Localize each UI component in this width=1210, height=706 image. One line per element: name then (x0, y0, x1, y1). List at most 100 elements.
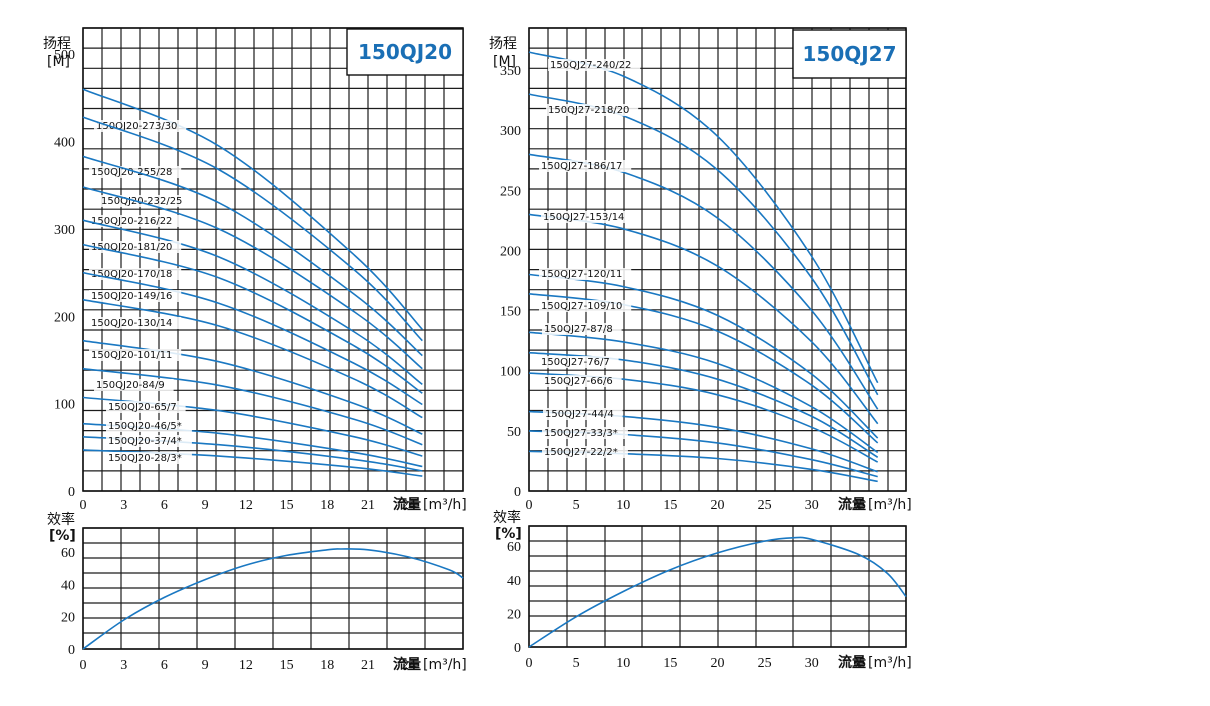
head-xunit: [m³/h] (423, 497, 467, 513)
curve-label: 150QJ27-33/3* (544, 428, 618, 439)
eff-xtick-label: 12 (239, 658, 253, 673)
head-curve-150QJ27-109/10 (528, 293, 879, 444)
curve-label: 150QJ27-153/14 (543, 212, 624, 223)
eff-ytick-label: 40 (61, 578, 75, 593)
head-ytick-label: 200 (54, 310, 75, 325)
eff-xtick-label: 6 (161, 658, 168, 673)
head-ytick-label: 0 (68, 485, 75, 500)
eff-xunit: [m³/h] (868, 655, 912, 671)
head-plot-frame (528, 27, 907, 492)
curve-label: 150QJ27-120/11 (541, 269, 622, 280)
curve-label: 150QJ20-130/14 (91, 318, 172, 329)
curve-label: 150QJ27-66/6 (544, 376, 613, 387)
head-plot-frame (82, 27, 464, 492)
eff-xtick-label: 0 (526, 656, 533, 671)
eff-xtick-label: 0 (80, 658, 87, 673)
head-curve-150QJ27-153/14 (528, 213, 879, 425)
curve-label-bg (542, 446, 628, 458)
head-xtick-label: 9 (202, 498, 209, 513)
curve-label-bg (546, 104, 639, 116)
eff-xtick-label: 18 (320, 658, 334, 673)
curve-label: 150QJ27-218/20 (548, 105, 629, 116)
curve-label-bg (539, 300, 632, 312)
eff-xtick-label: 24 (402, 658, 416, 673)
curve-label: 150QJ20-149/16 (91, 291, 172, 302)
curve-label-bg (106, 401, 186, 413)
head-xtick-label: 10 (616, 498, 630, 513)
curve-label-bg (94, 379, 174, 391)
head-curve-150QJ20-149/16 (82, 271, 423, 406)
curve-label: 150QJ20-37/4* (108, 436, 182, 447)
head-xtick-label: 24 (402, 498, 416, 513)
head-xlabel: 流量 (838, 496, 866, 513)
eff-xtick-label: 15 (663, 656, 677, 671)
eff-ytick-label: 60 (507, 540, 521, 555)
eff-xtick-label: 9 (202, 658, 209, 673)
head-curve-150QJ20-130/14 (82, 298, 423, 419)
head-ytick-label: 150 (500, 305, 521, 320)
head-ytick-label: 50 (507, 425, 521, 440)
curve-label: 150QJ27-240/22 (550, 60, 631, 71)
eff-plot-frame (82, 527, 464, 650)
curve-label: 150QJ20-273/30 (96, 121, 177, 132)
curve-label-bg (542, 323, 622, 335)
eff-yunit: [%] (49, 528, 76, 544)
eff-yunit: [%] (495, 526, 522, 542)
head-ytick-label: 100 (500, 365, 521, 380)
curve-label: 150QJ20-84/9 (96, 380, 165, 391)
curve-label: 150QJ27-109/10 (541, 301, 622, 312)
eff-grid (82, 527, 464, 650)
eff-xtick-label: 25 (758, 656, 772, 671)
curve-label: 150QJ20-170/18 (91, 269, 172, 280)
head-xtick-label: 25 (758, 498, 772, 513)
eff-ytick-label: 20 (507, 607, 521, 622)
head-curve-150QJ20-273/30 (82, 88, 423, 330)
curve-label-bg (539, 160, 632, 172)
chart-title: 150QJ27 (802, 42, 896, 66)
curve-label-bg (541, 211, 634, 223)
head-ytick-label: 300 (54, 223, 75, 238)
head-xtick-label: 12 (239, 498, 253, 513)
eff-ylabel: 效率 (47, 511, 75, 528)
eff-grid (528, 525, 907, 648)
head-xtick-label: 3 (120, 498, 127, 513)
head-xunit: [m³/h] (868, 497, 912, 513)
head-xtick-label: 15 (280, 498, 294, 513)
eff-xlabel: 流量 (838, 654, 866, 671)
head-xtick-label: 20 (711, 498, 725, 513)
head-ytick-label: 250 (500, 184, 521, 199)
efficiency-curve (82, 548, 464, 650)
curve-label-bg (89, 349, 182, 361)
curve-label-bg (106, 420, 192, 432)
head-curve-150QJ20-170/18 (82, 243, 423, 394)
curve-label-bg (539, 356, 619, 368)
curve-label: 150QJ20-232/25 (101, 196, 182, 207)
curve-label: 150QJ20-65/7 (108, 402, 177, 413)
eff-ytick-label: 60 (61, 546, 75, 561)
eff-ytick-label: 20 (61, 611, 75, 626)
curve-label: 150QJ20-46/5* (108, 421, 182, 432)
eff-xtick-label: 10 (616, 656, 630, 671)
head-curve-150QJ20-84/9 (82, 367, 423, 446)
chart-title: 150QJ20 (358, 40, 452, 64)
head-yunit: [M] (493, 54, 516, 70)
eff-xtick-label: 15 (280, 658, 294, 673)
curve-label-bg (542, 427, 628, 439)
curve-label-bg (543, 408, 623, 420)
head-ytick-label: 0 (514, 485, 521, 500)
curve-label: 150QJ20-181/20 (91, 242, 172, 253)
eff-ylabel: 效率 (493, 509, 521, 526)
eff-xtick-label: 3 (120, 658, 127, 673)
head-xtick-label: 18 (320, 498, 334, 513)
head-xtick-label: 0 (80, 498, 87, 513)
head-xtick-label: 21 (361, 498, 375, 513)
head-curve-150QJ20-216/22 (82, 186, 423, 370)
curve-label-bg (106, 435, 192, 447)
eff-xtick-label: 30 (805, 656, 819, 671)
head-xlabel: 流量 (393, 496, 421, 513)
head-curve-150QJ20-181/20 (82, 219, 423, 386)
curve-label: 150QJ27-44/4 (545, 409, 614, 420)
curve-label: 150QJ20-28/3* (108, 453, 182, 464)
head-xtick-label: 0 (526, 498, 533, 513)
